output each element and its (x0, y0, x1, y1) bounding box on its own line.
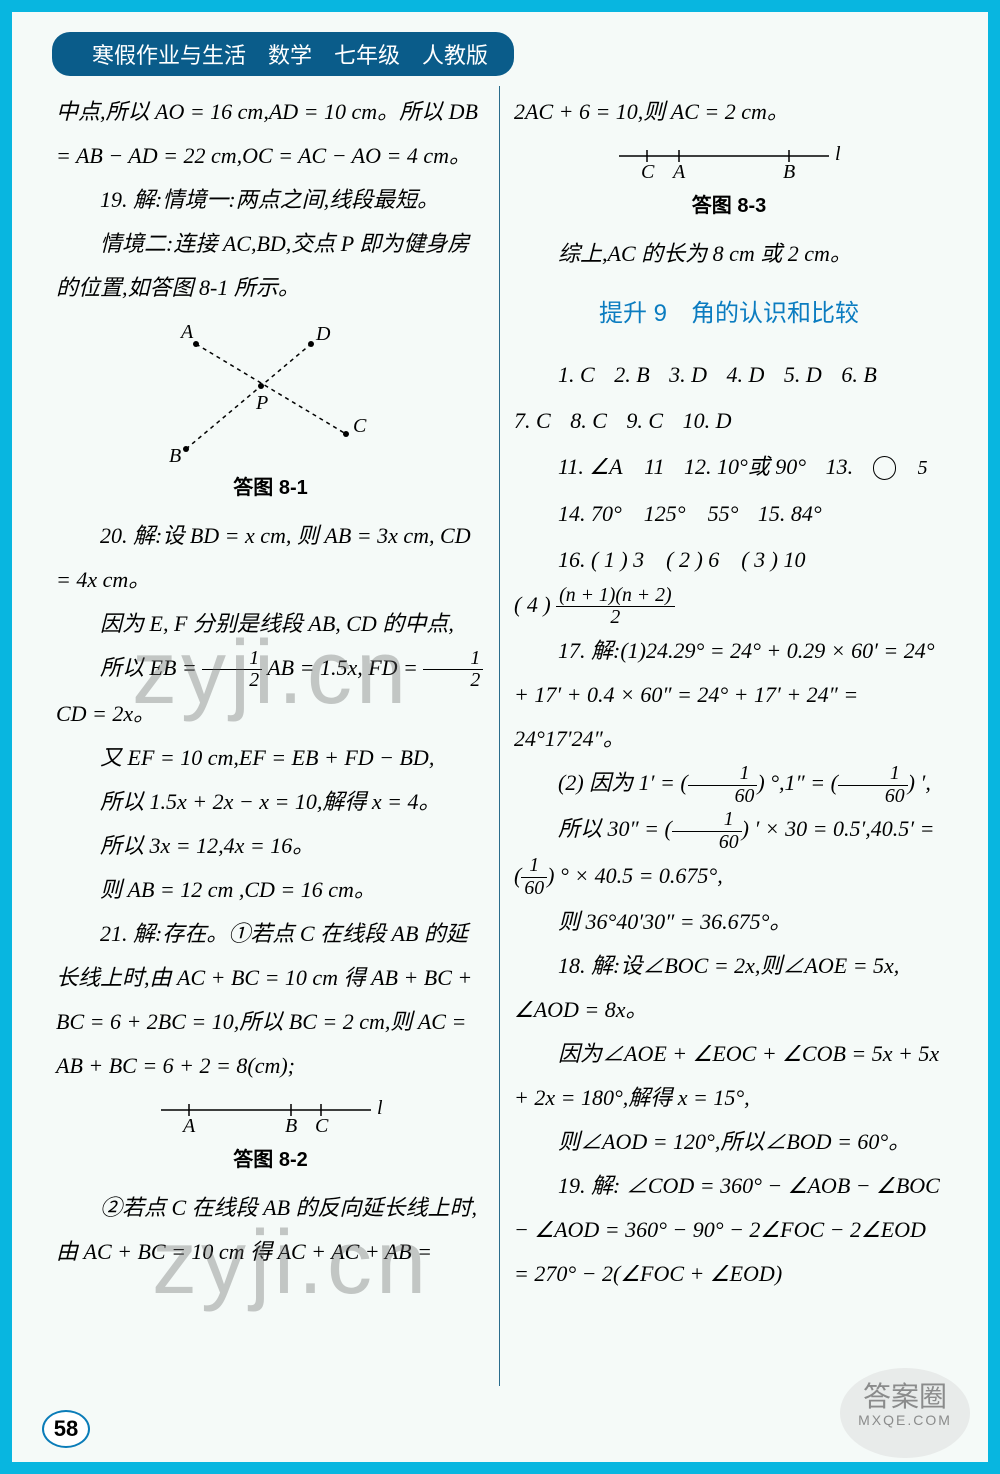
q20f: 所以 3x = 12,4x = 16。 (56, 824, 485, 868)
q18b: 因为∠AOE + ∠EOC + ∠COB = 5x + 5x + 2x = 18… (514, 1032, 944, 1120)
figure-8-1-B: B (169, 445, 181, 464)
r-p0b: 综上,AC 的长为 8 cm 或 2 cm。 (514, 232, 944, 276)
q21b: ②若点 C 在线段 AB 的反向延长线上时,由 AC + BC = 10 cm … (56, 1186, 485, 1274)
left-column: 中点,所以 AO = 16 cm,AD = 10 cm。所以 DB = AB −… (42, 86, 500, 1386)
a16-123: 16. ( 1 ) 3 ( 2 ) 6 ( 3 ) 10 (558, 547, 805, 572)
stamp-main: 答案圈 (863, 1381, 947, 1412)
section-title: 提升 9 角的认识和比较 (514, 290, 944, 338)
columns: 中点,所以 AO = 16 cm,AD = 10 cm。所以 DB = AB −… (42, 86, 958, 1386)
fig83-B: B (783, 161, 795, 182)
fig82-A: A (181, 1115, 196, 1136)
mc-3: 3. D (669, 362, 707, 387)
q20d: 又 EF = 10 cm,EF = EB + FD − BD, (56, 736, 485, 780)
page-number: 58 (42, 1410, 90, 1448)
figure-8-1: A D P C B (161, 314, 381, 464)
q17d: (160) ° × 40.5 = 0.675°, (514, 854, 944, 900)
right-column: 2AC + 6 = 10,则 AC = 2 cm。 C A B l 答图 8-3… (500, 86, 958, 1386)
figure-8-3: C A B l (599, 138, 859, 182)
q20g: 则 AB = 12 cm ,CD = 16 cm。 (56, 868, 485, 912)
a16: 16. ( 1 ) 3 ( 2 ) 6 ( 3 ) 10 (514, 537, 944, 583)
frac-1-60a: 160 (688, 763, 758, 808)
frac-1-60c: 160 (672, 809, 742, 854)
mc-row2: 7. C 8. C 9. C 10. D (514, 398, 944, 444)
a12: 12. 10°或 90° (684, 454, 806, 479)
q20c: 所以 EB = 12 AB = 1.5x, FD = 12 CD = 2x。 (56, 646, 485, 736)
figure-8-1-D: D (315, 323, 331, 345)
q17c: 所以 30″ = (160) ′ × 30 = 0.5′,40.5′ = (514, 807, 944, 853)
figure-8-1-C: C (353, 415, 367, 437)
figure-8-2: A B C l (141, 1092, 401, 1136)
figcap-8-3: 答图 8-3 (514, 186, 944, 226)
fig82-l: l (377, 1097, 383, 1119)
mc-2: 2. B (614, 362, 649, 387)
q21a: 21. 解:存在。①若点 C 在线段 AB 的延长线上时,由 AC + BC =… (56, 912, 485, 1088)
page: 寒假作业与生活 数学 七年级 人教版 中点,所以 AO = 16 cm,AD =… (0, 0, 1000, 1474)
frac-1-60d: 160 (521, 855, 547, 900)
mc-10: 10. D (683, 408, 732, 433)
figure-8-1-P: P (255, 392, 268, 414)
frac-half-1: 12 (202, 648, 262, 693)
a14: 14. 70° 125° 55° (558, 501, 738, 526)
q20b: 因为 E, F 分别是线段 AB, CD 的中点, (56, 602, 485, 646)
mc-8: 8. C (570, 408, 607, 433)
mc-9: 9. C (626, 408, 663, 433)
a16-frac: (n + 1)(n + 2)2 (556, 585, 674, 630)
q20a: 20. 解:设 BD = x cm, 则 AB = 3x cm, CD = 4x… (56, 514, 485, 602)
left-p1: 中点,所以 AO = 16 cm,AD = 10 cm。所以 DB = AB −… (56, 90, 485, 178)
fig82-B: B (285, 1115, 297, 1136)
mc-4: 4. D (727, 362, 765, 387)
figure-8-1-A: A (179, 321, 194, 343)
a13: 13. 5 (826, 454, 911, 479)
fill-line1: 11. ∠A 11 12. 10°或 90° 13. 5 (514, 444, 944, 490)
a13-circled: 5 (873, 456, 897, 480)
a15: 15. 84° (758, 501, 822, 526)
mc-7: 7. C (514, 408, 551, 433)
q20c-post: CD = 2x。 (56, 701, 155, 726)
fig83-C: C (641, 161, 655, 182)
q17a: 17. 解:(1)24.29° = 24° + 0.29 × 60′ = 24°… (514, 629, 944, 761)
a11: 11. ∠A 11 (558, 454, 665, 479)
q18a: 18. 解:设∠BOC = 2x,则∠AOE = 5x, ∠AOD = 8x。 (514, 944, 944, 1032)
answer-stamp: 答案圈 MXQE.COM (840, 1368, 970, 1458)
q19b: 情境二:连接 AC,BD,交点 P 即为健身房的位置,如答图 8-1 所示。 (56, 222, 485, 310)
fig83-l: l (835, 143, 841, 165)
q17b: (2) 因为 1′ = (160) °,1″ = (160) ′, (514, 761, 944, 807)
mc-1: 1. C (558, 362, 595, 387)
q20c-mid: AB = 1.5x, FD = (267, 655, 423, 680)
figcap-8-1: 答图 8-1 (56, 468, 485, 508)
r-p0: 2AC + 6 = 10,则 AC = 2 cm。 (514, 90, 944, 134)
q20e: 所以 1.5x + 2x − x = 10,解得 x = 4。 (56, 780, 485, 824)
fig83-A: A (671, 161, 686, 182)
frac-1-60b: 160 (838, 763, 908, 808)
frac-half-2: 12 (423, 648, 483, 693)
stamp-sub: MXQE.COM (840, 1413, 970, 1428)
mc-row1: 1. C 2. B 3. D 4. D 5. D 6. B (514, 352, 944, 398)
q17e: 则 36°40′30″ = 36.675°。 (514, 900, 944, 944)
q20c-pre: 所以 EB = (100, 655, 202, 680)
q19a: 19. 解:情境一:两点之间,线段最短。 (56, 178, 485, 222)
fill-line2: 14. 70° 125° 55° 15. 84° (514, 491, 944, 537)
figcap-8-2: 答图 8-2 (56, 1140, 485, 1180)
q18c: 则∠AOD = 120°,所以∠BOD = 60°。 (514, 1120, 944, 1164)
mc-6: 6. B (841, 362, 876, 387)
mc-5: 5. D (784, 362, 822, 387)
page-header: 寒假作业与生活 数学 七年级 人教版 (52, 32, 514, 76)
a16-4: ( 4 ) (n + 1)(n + 2)2 (514, 583, 944, 629)
fig82-C: C (315, 1115, 329, 1136)
q19r: 19. 解: ∠COD = 360° − ∠AOB − ∠BOC − ∠AOD … (514, 1164, 944, 1296)
